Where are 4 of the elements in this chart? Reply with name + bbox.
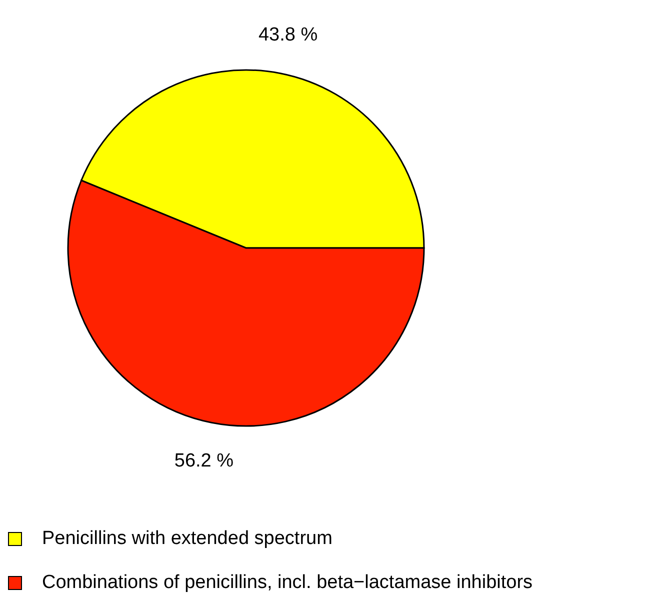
legend-label: Combinations of penicillins, incl. beta−lactamase inhibitors (42, 572, 533, 594)
legend-label: Penicillins with extended spectrum (42, 528, 332, 550)
data-label: 56.2 % (174, 450, 234, 472)
data-label: 43.8 % (258, 24, 318, 46)
